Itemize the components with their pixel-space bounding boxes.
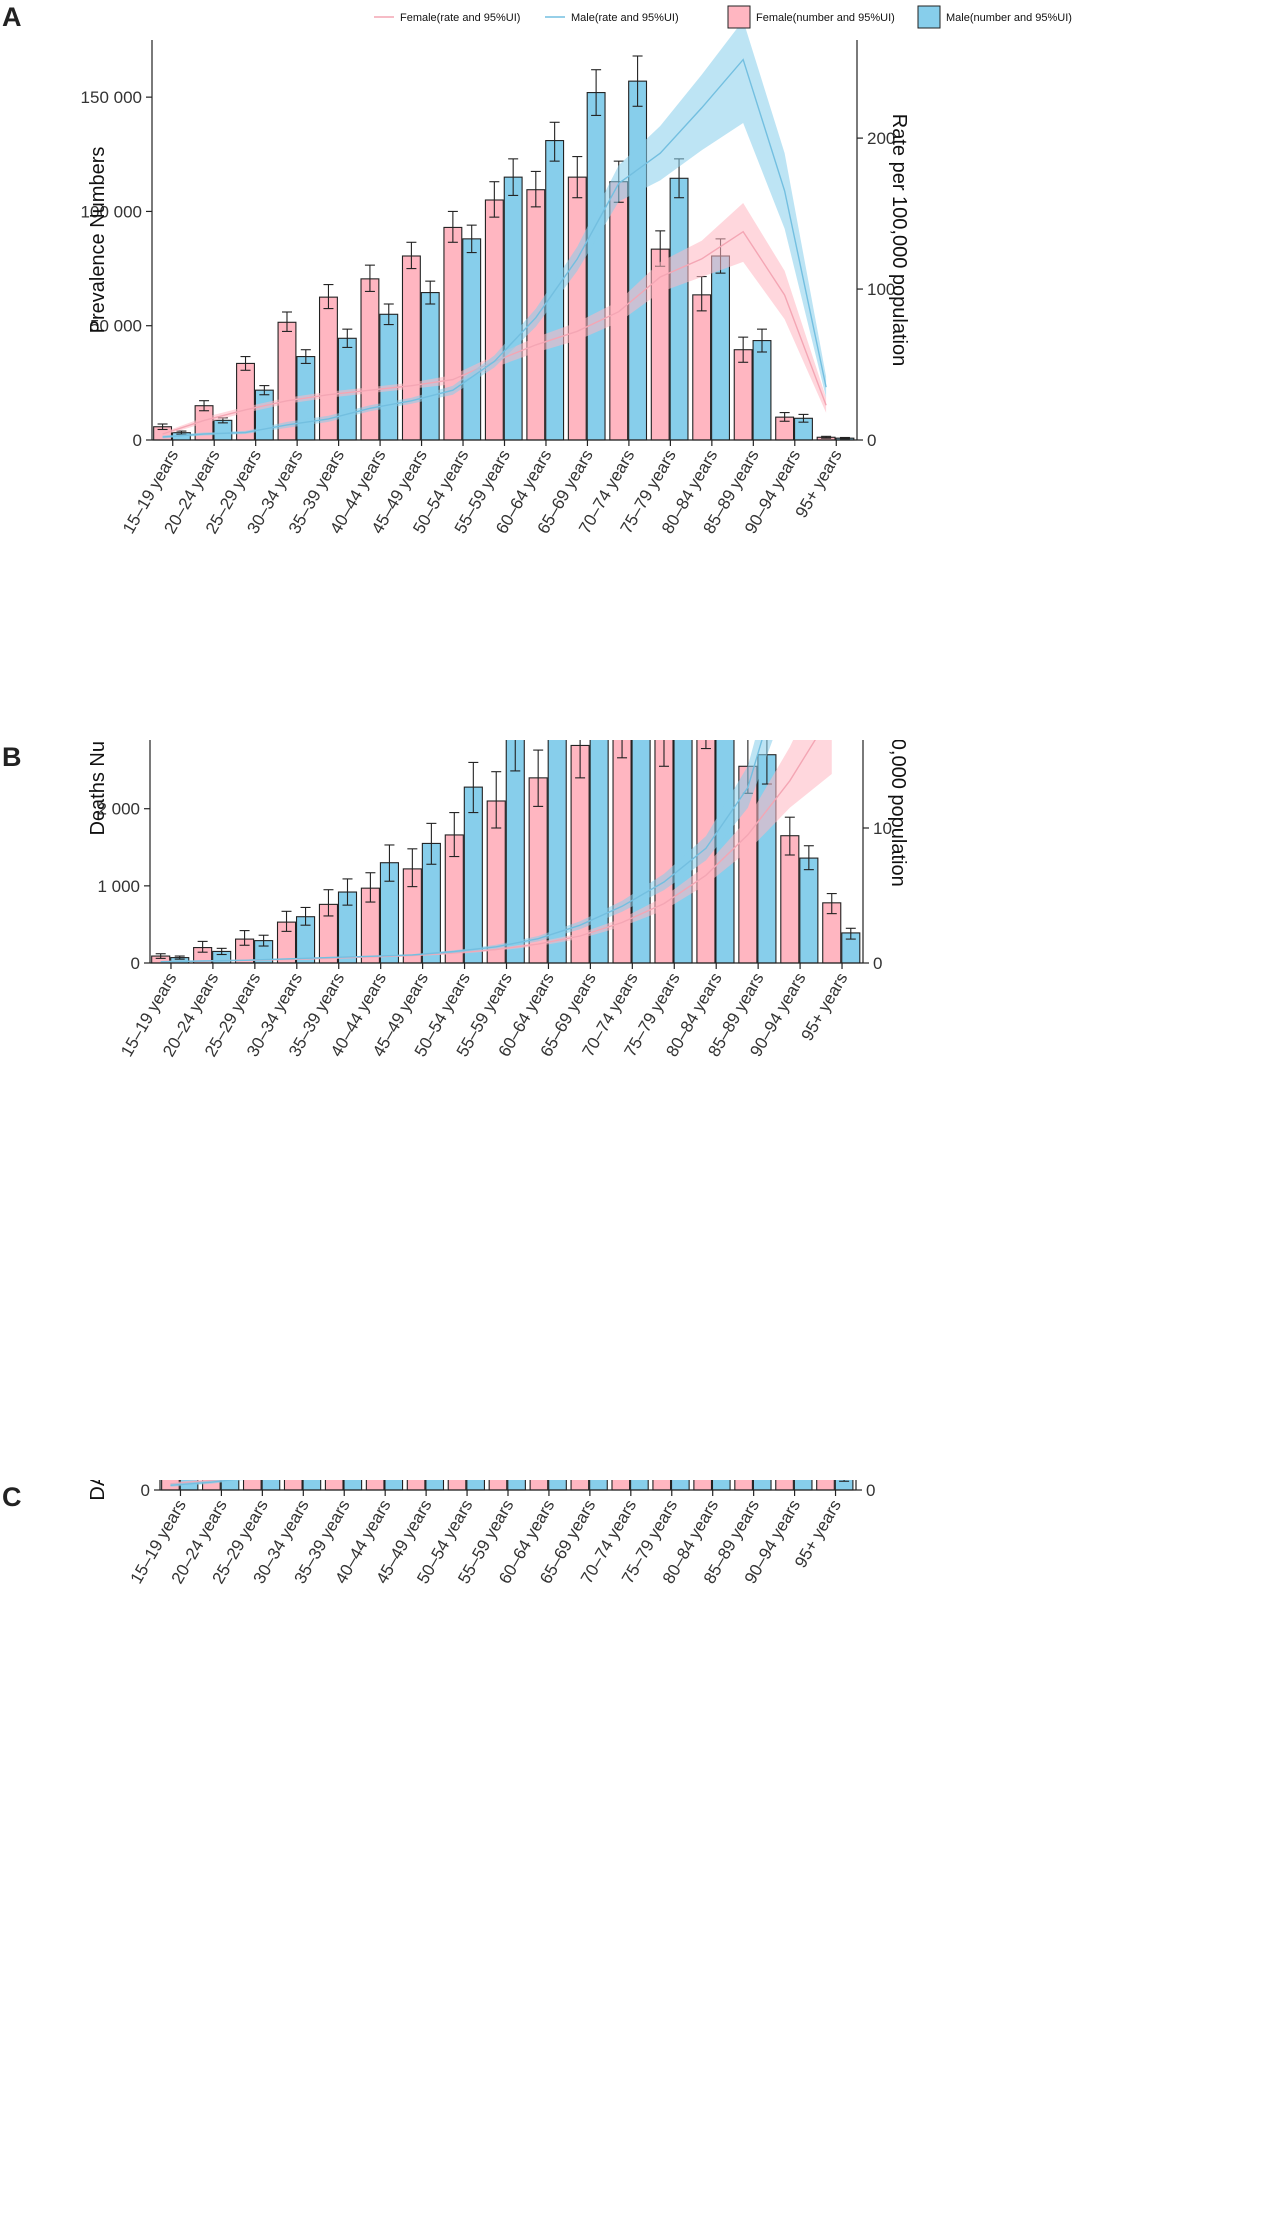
male-bar	[752, 340, 772, 441]
y-axis-title: Deaths Numbers	[87, 740, 109, 836]
female-rate-band	[160, 740, 832, 963]
female-bar	[447, 1480, 467, 1491]
female-bar	[692, 294, 712, 441]
male-bar	[425, 1480, 445, 1491]
male-bar	[631, 740, 651, 964]
male-bar	[462, 238, 482, 441]
y-right-tick-label: 200	[867, 129, 895, 148]
y-tick-label: 3 000	[97, 740, 140, 742]
male-bar	[463, 786, 483, 964]
y-right-axis-title: Rate per 100,000 population	[887, 740, 909, 887]
y-tick-label: 50 000	[90, 317, 142, 336]
female-bar	[570, 1480, 590, 1491]
male-bar	[466, 1480, 485, 1491]
female-bar	[484, 199, 504, 441]
male-bar	[670, 1480, 690, 1491]
female-bar	[529, 1480, 549, 1491]
male-bar	[420, 292, 440, 441]
y-axis-title: Prevalence Numbers	[87, 147, 109, 334]
y-right-tick-label: 10	[873, 819, 892, 838]
panel-letter: A	[2, 2, 22, 32]
female-bar	[488, 1480, 508, 1491]
female-bar	[567, 176, 587, 441]
male-bar	[628, 80, 648, 441]
female-bar	[816, 1480, 835, 1491]
y-tick-label: 0	[131, 954, 140, 973]
male-bar	[384, 1480, 404, 1491]
male-bar	[343, 1480, 363, 1491]
y-tick-label: 2 000	[97, 800, 140, 819]
panel-letter: B	[2, 742, 22, 772]
male-rate-line	[160, 740, 763, 963]
female-bar	[406, 1480, 426, 1491]
male-bar	[630, 1480, 649, 1491]
y-right-axis-title: Rate per 100,000 population	[888, 114, 910, 366]
legend-male-number-label: Male(number and 95%UI)	[946, 12, 1072, 24]
y-tick-label: 0	[141, 1481, 150, 1500]
legend-male-rate-label: Male(rate and 95%UI)	[571, 12, 679, 24]
y-tick-label: 0	[133, 431, 142, 450]
male-bar	[711, 255, 730, 441]
female-bar	[324, 1480, 344, 1491]
male-bar	[505, 740, 525, 964]
male-rate-band	[170, 1480, 245, 1487]
y-right-tick-label: 0	[873, 954, 882, 973]
female-bar	[775, 1480, 794, 1491]
male-bar	[793, 1480, 813, 1491]
female-bar	[612, 740, 632, 964]
female-bar	[401, 255, 421, 441]
female-bar	[365, 1480, 385, 1491]
male-bar	[669, 177, 689, 441]
male-bar	[261, 1480, 281, 1491]
male-bar	[799, 857, 819, 964]
female-bar	[734, 1480, 753, 1491]
female-bar	[733, 349, 753, 441]
female-bar	[283, 1480, 303, 1491]
female-bar	[360, 278, 380, 441]
panel-letter: C	[2, 1482, 22, 1512]
female-bar	[236, 362, 255, 441]
y-tick-label: 150 000	[81, 88, 142, 107]
female-bar	[443, 226, 463, 441]
y-axis-title: DALYs (Disability-Adjusted Life Years) N…	[87, 1480, 109, 1501]
male-bar	[503, 176, 523, 441]
male-bar	[548, 1480, 567, 1491]
male-bar	[586, 92, 606, 441]
y-right-tick-label: 0	[866, 1481, 875, 1500]
male-bar	[302, 1480, 322, 1491]
female-bar	[693, 1480, 713, 1491]
male-rate-line	[162, 58, 827, 438]
male-bar	[507, 1480, 526, 1491]
legend-female-rate-label: Female(rate and 95%UI)	[400, 12, 520, 24]
female-bar	[654, 740, 674, 964]
y-right-tick-label: 100	[867, 280, 895, 299]
y-tick-label: 100 000	[81, 202, 142, 221]
female-bar	[242, 1480, 262, 1491]
female-bar	[652, 1480, 672, 1491]
male-bar	[752, 1480, 772, 1491]
female-bar	[611, 1480, 631, 1491]
legend-male-number-key	[917, 5, 941, 29]
legend-female-number-key	[727, 5, 751, 29]
legend-female-number-label: Female(number and 95%UI)	[756, 12, 895, 24]
male-bar	[379, 313, 399, 441]
y-right-tick-label: 0	[867, 431, 876, 450]
male-bar	[589, 1480, 608, 1491]
panel-a-prevalence: A 0 50 000 100 000 150 000 0 100 200 15–19 year…	[0, 0, 1280, 740]
y-tick-label: 1 000	[97, 877, 140, 896]
male-bar	[254, 389, 274, 441]
female-rate-band	[162, 203, 827, 436]
male-bar	[711, 1480, 731, 1491]
